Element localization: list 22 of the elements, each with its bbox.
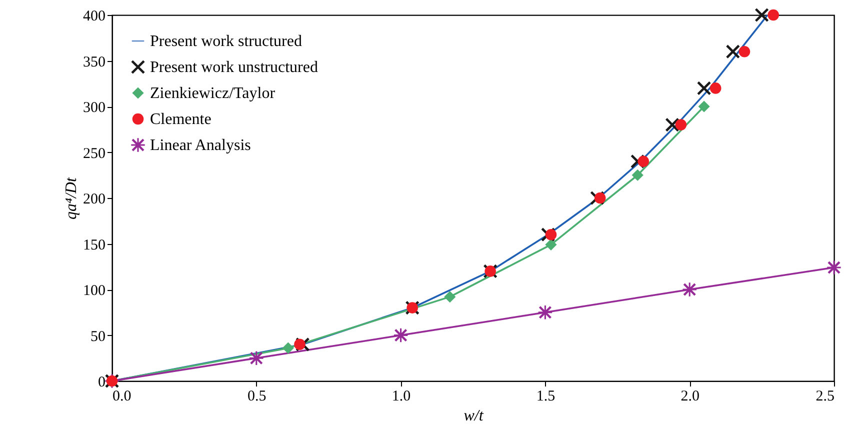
x-tick-label: 0.5	[248, 388, 266, 404]
y-tick-label: 400	[83, 8, 106, 24]
y-tick-label: 200	[83, 192, 106, 208]
legend-label: Clemente	[150, 111, 212, 128]
x-tick-label: 2.0	[680, 388, 700, 404]
x-axis-title: w/t	[464, 408, 484, 424]
x-tick-label: 1.0	[392, 388, 411, 404]
y-tick-label: 150	[83, 237, 106, 254]
y-axis-title: qa⁴/Dt	[63, 176, 80, 220]
y-tick-label: 350	[83, 54, 106, 70]
legend-label: Linear Analysis	[150, 137, 251, 154]
y-tick-label: 250	[83, 146, 106, 162]
y-tick-label: 300	[83, 100, 106, 116]
legend-label: Zienkiewicz/Taylor	[150, 85, 276, 102]
y-tick-label: 50	[90, 328, 106, 345]
legend-label: Present work structured	[150, 33, 302, 50]
legend-label: Present work unstructured	[150, 59, 318, 76]
x-tick-label: 0.0	[112, 388, 132, 404]
x-tick-label: 1.5	[536, 388, 556, 404]
x-tick-label: 2.5	[816, 388, 834, 404]
y-tick-label: 100	[83, 283, 106, 299]
y-tick-label: 0	[98, 374, 106, 390]
